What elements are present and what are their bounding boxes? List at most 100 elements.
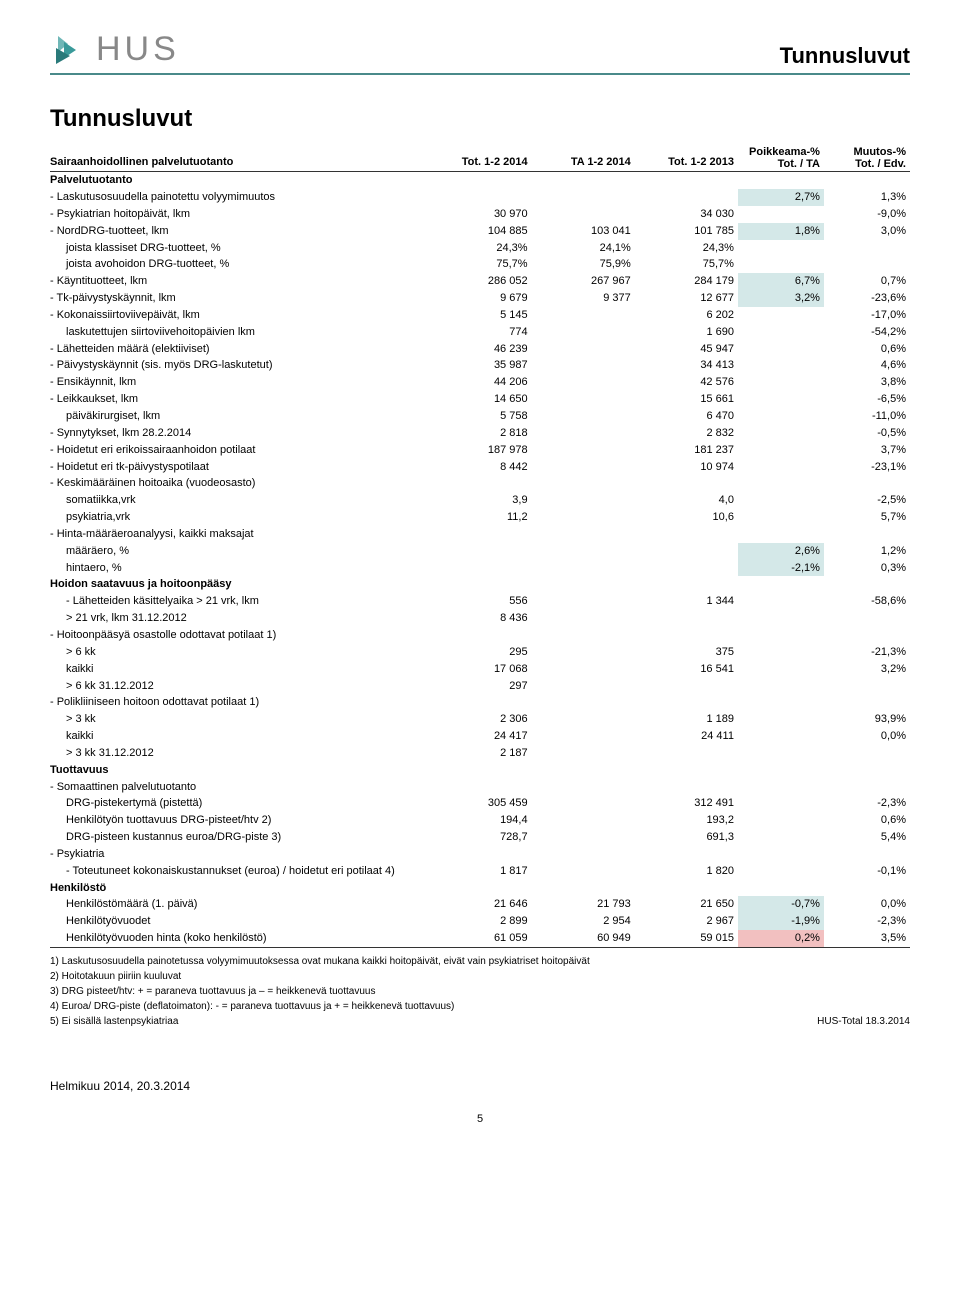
- cell: 24,3%: [428, 240, 531, 257]
- cell: 3,2%: [824, 661, 910, 678]
- cell: 75,7%: [635, 256, 738, 273]
- cell: [635, 779, 738, 796]
- cell: [532, 711, 635, 728]
- row-label: > 21 vrk, lkm 31.12.2012: [50, 610, 428, 627]
- cell: -54,2%: [824, 324, 910, 341]
- table-row: hintaero, %-2,1%0,3%: [50, 560, 910, 577]
- cell: [532, 425, 635, 442]
- cell: 305 459: [428, 795, 531, 812]
- row-label: > 6 kk 31.12.2012: [50, 678, 428, 695]
- cell: 267 967: [532, 273, 635, 290]
- cell: 286 052: [428, 273, 531, 290]
- cell: [428, 543, 531, 560]
- table-row: - Polikliiniseen hoitoon odottavat potil…: [50, 694, 910, 711]
- table-row: > 3 kk 31.12.20122 187: [50, 745, 910, 762]
- cell: 103 041: [532, 223, 635, 240]
- cell: [635, 694, 738, 711]
- row-label: - Tk-päivystyskäynnit, lkm: [50, 290, 428, 307]
- cell: 0,6%: [824, 812, 910, 829]
- table-row: - Somaattinen palvelutuotanto: [50, 779, 910, 796]
- cell: 44 206: [428, 374, 531, 391]
- cell: [532, 610, 635, 627]
- cell: -23,6%: [824, 290, 910, 307]
- col-header-4: Poikkeama-%Tot. / TA: [738, 145, 824, 172]
- cell: -17,0%: [824, 307, 910, 324]
- cell: -0,7%: [738, 896, 824, 913]
- cell: [738, 745, 824, 762]
- col-header-2: TA 1-2 2014: [532, 145, 635, 172]
- group-henkilosto: Henkilöstö: [50, 880, 910, 897]
- cell: 1 189: [635, 711, 738, 728]
- row-label: - Ensikäynnit, lkm: [50, 374, 428, 391]
- cell: [738, 425, 824, 442]
- table-row: Henkilötyövuodet2 8992 9542 967-1,9%-2,3…: [50, 913, 910, 930]
- cell: [532, 475, 635, 492]
- cell: 2,6%: [738, 543, 824, 560]
- cell: 284 179: [635, 273, 738, 290]
- cell: 93,9%: [824, 711, 910, 728]
- table-row: - NordDRG-tuotteet, lkm104 885103 041101…: [50, 223, 910, 240]
- row-label: - Hoidetut eri tk-päivystyspotilaat: [50, 459, 428, 476]
- cell: [532, 509, 635, 526]
- cell: [824, 745, 910, 762]
- table-row: päiväkirurgiset, lkm5 7586 470-11,0%: [50, 408, 910, 425]
- cell: [738, 795, 824, 812]
- cell: [738, 374, 824, 391]
- cell: [738, 357, 824, 374]
- cell: -9,0%: [824, 206, 910, 223]
- cell: [738, 240, 824, 257]
- cell: [532, 627, 635, 644]
- row-label: > 3 kk: [50, 711, 428, 728]
- row-label: - Laskutusosuudella painotettu volyymimu…: [50, 189, 428, 206]
- cell: [824, 627, 910, 644]
- data-table: Sairaanhoidollinen palvelutuotanto Tot. …: [50, 145, 910, 948]
- cell: 0,2%: [738, 930, 824, 947]
- cell: 10 974: [635, 459, 738, 476]
- cell: -23,1%: [824, 459, 910, 476]
- cell: 9 679: [428, 290, 531, 307]
- cell: [428, 475, 531, 492]
- cell: -11,0%: [824, 408, 910, 425]
- cell: [635, 189, 738, 206]
- cell: 3,2%: [738, 290, 824, 307]
- cell: [532, 661, 635, 678]
- cell: 12 677: [635, 290, 738, 307]
- cell: 45 947: [635, 341, 738, 358]
- cell: 774: [428, 324, 531, 341]
- cell: 75,7%: [428, 256, 531, 273]
- cell: [738, 256, 824, 273]
- cell: [532, 779, 635, 796]
- cell: [532, 543, 635, 560]
- group-tuottavuus: Tuottavuus: [50, 762, 910, 779]
- cell: [428, 627, 531, 644]
- col-header-1: Tot. 1-2 2014: [428, 145, 531, 172]
- cell: [532, 593, 635, 610]
- cell: 6 470: [635, 408, 738, 425]
- cell: [738, 829, 824, 846]
- cell: 42 576: [635, 374, 738, 391]
- cell: 2 967: [635, 913, 738, 930]
- row-label: Henkilötyövuodet: [50, 913, 428, 930]
- row-label: Henkilöstömäärä (1. päivä): [50, 896, 428, 913]
- cell: 1 344: [635, 593, 738, 610]
- cell: 5 758: [428, 408, 531, 425]
- cell: [824, 678, 910, 695]
- cell: 3,0%: [824, 223, 910, 240]
- cell: [532, 728, 635, 745]
- row-label: > 6 kk: [50, 644, 428, 661]
- row-label: kaikki: [50, 661, 428, 678]
- footer-date: Helmikuu 2014, 20.3.2014: [50, 1079, 910, 1093]
- cell: [532, 678, 635, 695]
- table-row: - Kokonaissiirtoviivepäivät, lkm5 1456 2…: [50, 307, 910, 324]
- table-row: - Hinta-määräeroanalyysi, kaikki maksaja…: [50, 526, 910, 543]
- row-label: - Lähetteiden käsittelyaika > 21 vrk, lk…: [50, 593, 428, 610]
- table-row: Henkilöstömäärä (1. päivä)21 64621 79321…: [50, 896, 910, 913]
- table-row: > 6 kk 31.12.2012297: [50, 678, 910, 695]
- logo-text: HUS: [96, 30, 180, 69]
- cell: -0,1%: [824, 863, 910, 880]
- row-label: - Hoidetut eri erikoissairaanhoidon poti…: [50, 442, 428, 459]
- cell: 75,9%: [532, 256, 635, 273]
- cell: 16 541: [635, 661, 738, 678]
- table-row: määräero, %2,6%1,2%: [50, 543, 910, 560]
- table-row: Henkilötyövuoden hinta (koko henkilöstö)…: [50, 930, 910, 947]
